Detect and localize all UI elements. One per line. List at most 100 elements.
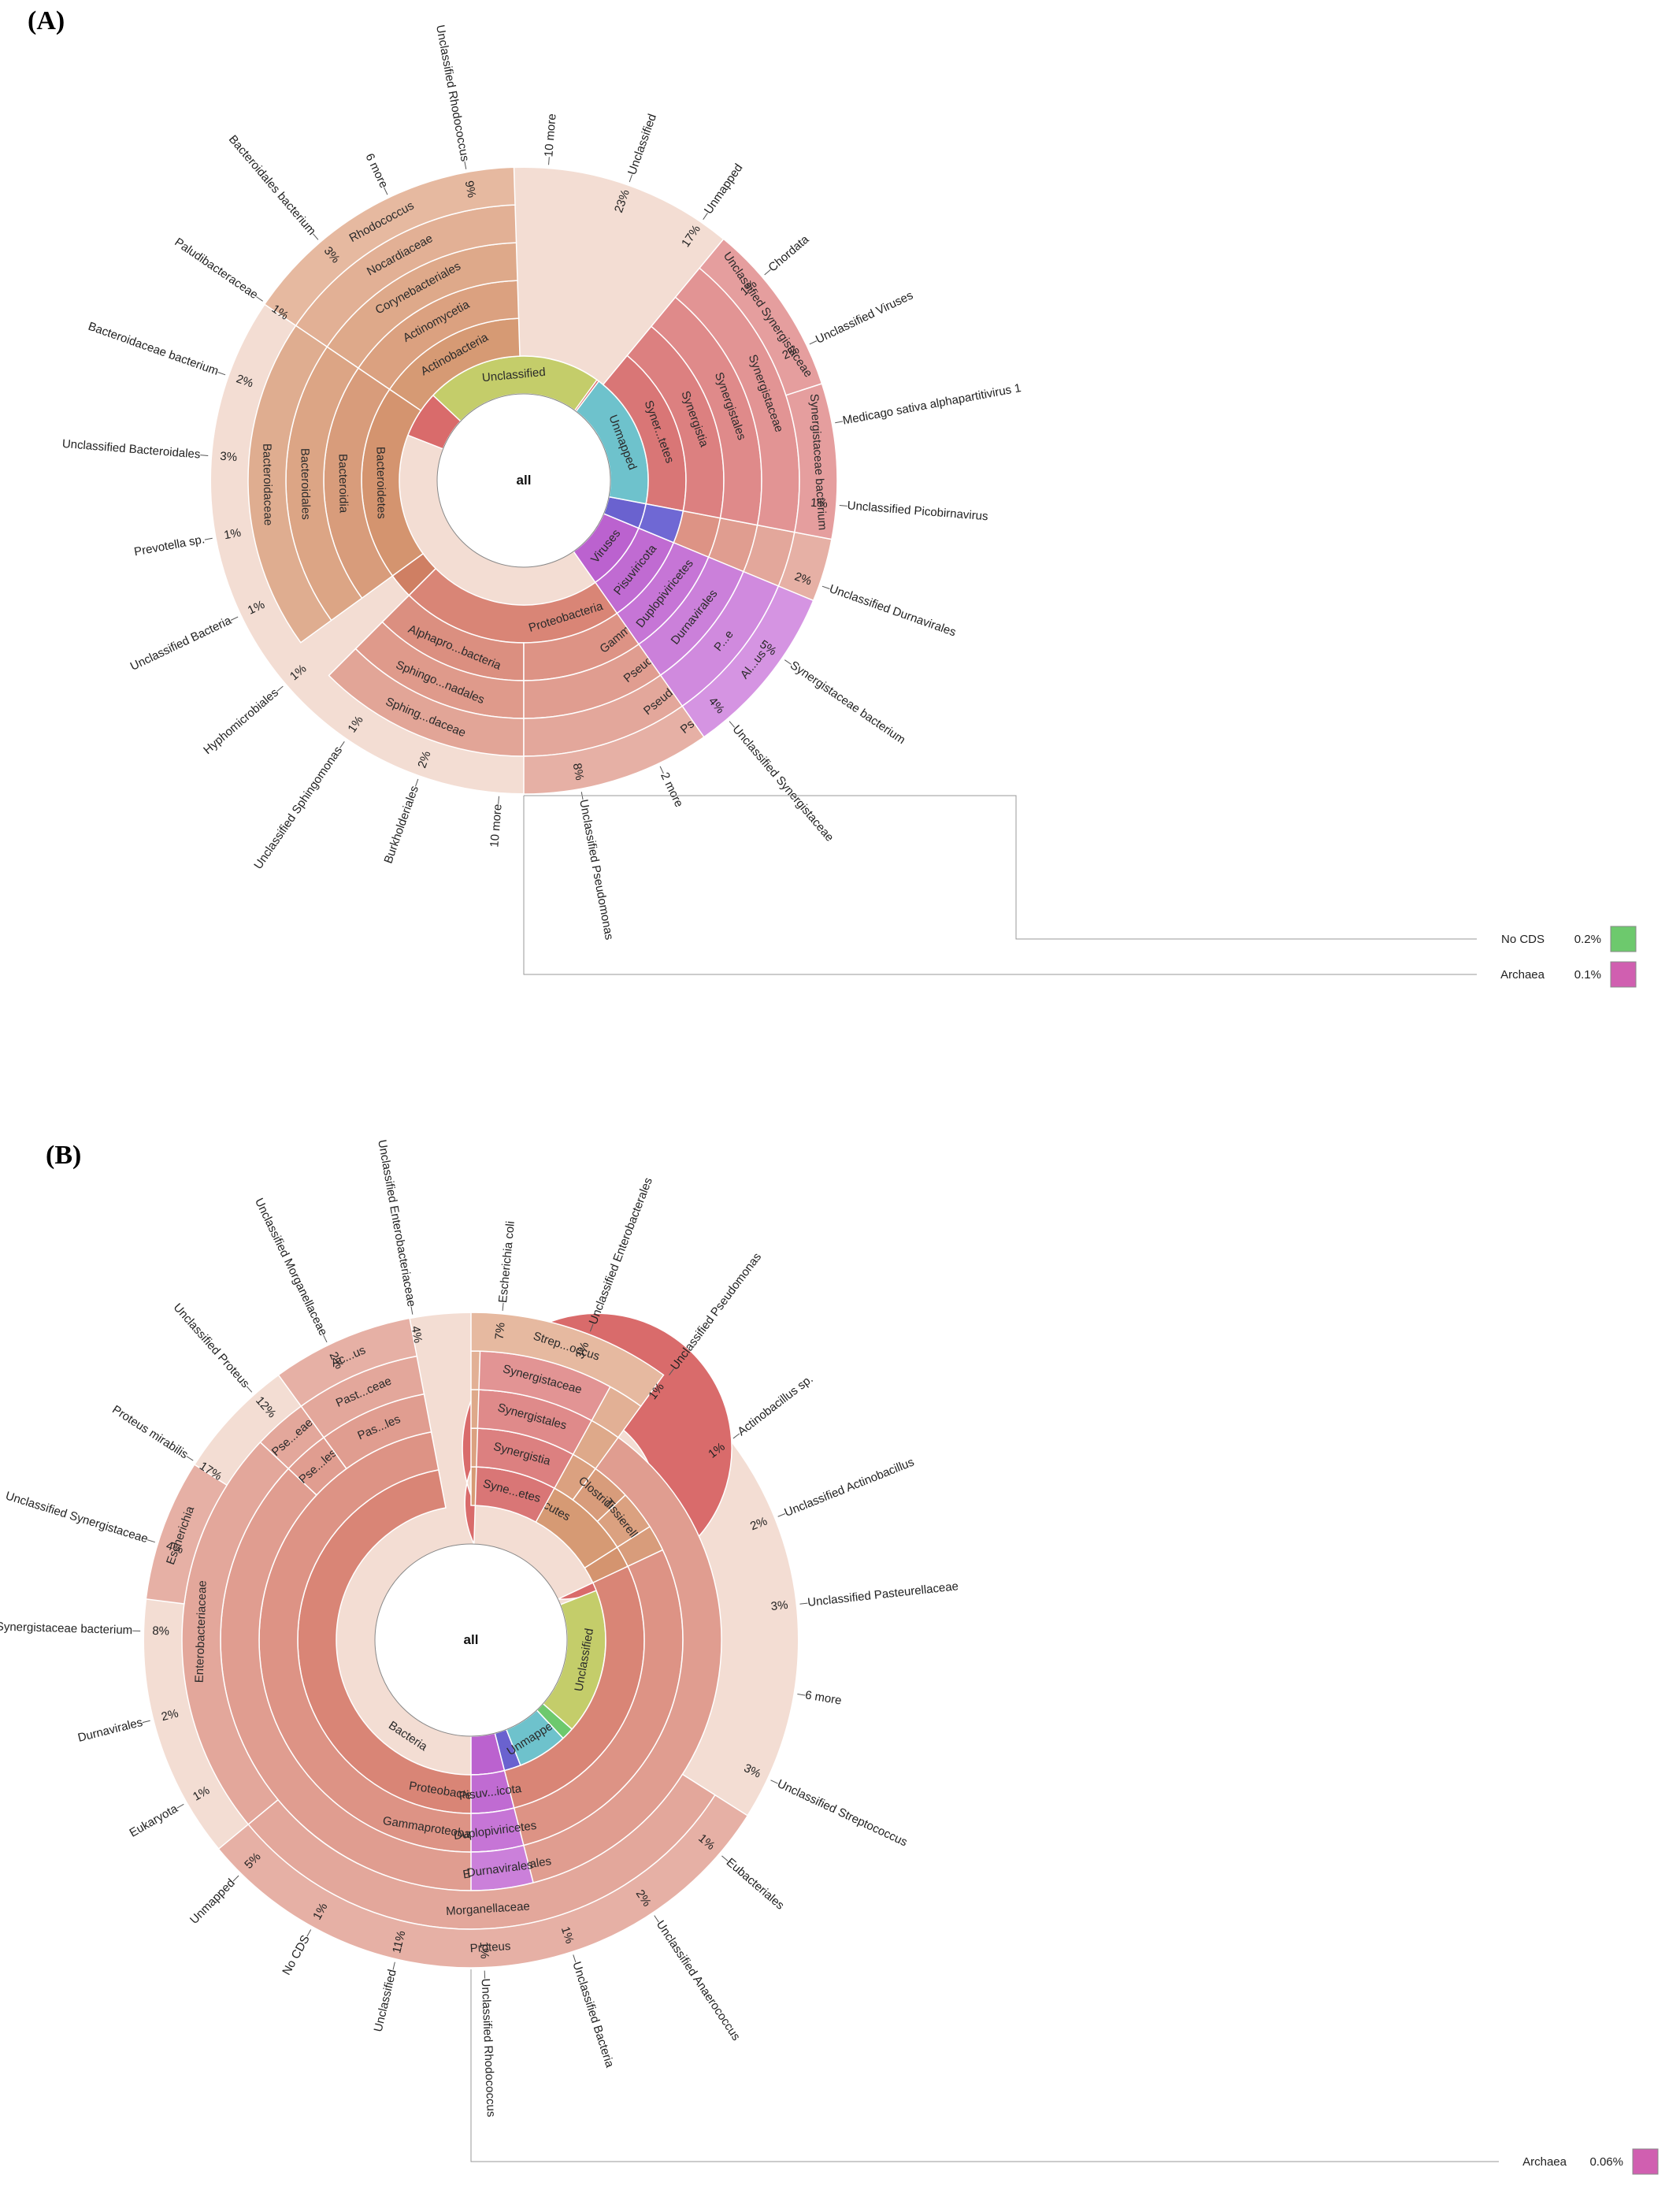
outer-label-tick xyxy=(799,1602,808,1605)
outer-label[interactable]: Hyphomicrobiales xyxy=(201,686,281,757)
outer-label-percent: 7% xyxy=(493,1322,508,1340)
outer-label-tick xyxy=(323,1334,328,1343)
outer-label[interactable]: Unclassified Morganellaceae xyxy=(252,1196,330,1338)
segment-label-bacteroidia: Bacteroidia xyxy=(336,454,350,514)
outer-label-tick xyxy=(729,721,735,728)
outer-label[interactable]: Unclassified Actinobacillus xyxy=(783,1455,917,1519)
outer-label-tick xyxy=(669,1368,674,1375)
outer-label-tick xyxy=(232,1875,239,1882)
outer-label[interactable]: Unclassified xyxy=(625,112,659,176)
panel-a-label: (A) xyxy=(28,6,65,35)
outer-label-tick xyxy=(721,1855,729,1861)
outer-label[interactable]: Escherichia coli xyxy=(496,1220,517,1303)
segment-sphing-daceae[interactable] xyxy=(328,648,525,757)
outer-label[interactable]: Unclassified Rhodococcus xyxy=(433,24,472,162)
outer-label[interactable]: Unclassified Picobirnavirus xyxy=(847,499,988,523)
outer-label-tick xyxy=(654,1915,659,1923)
outer-label[interactable]: 2 more xyxy=(658,770,685,809)
key-label: No CDS xyxy=(1501,933,1545,946)
outer-label[interactable]: Unclassified Synergistaceae xyxy=(730,722,836,844)
outer-label-percent: 2% xyxy=(748,1515,769,1534)
outer-label[interactable]: Unclassified Pasteurellaceae xyxy=(807,1579,959,1609)
outer-label[interactable]: No CDS xyxy=(280,1933,313,1977)
segment-al-us[interactable] xyxy=(681,585,814,738)
segment-ac-us[interactable] xyxy=(277,1317,418,1408)
outer-label-percent: 1% xyxy=(223,526,242,543)
outer-label[interactable]: 10 more xyxy=(488,804,504,848)
outer-label[interactable]: Bacteroidaceae bacterium xyxy=(87,320,221,378)
outer-label-tick xyxy=(797,1694,806,1696)
outer-label[interactable]: Unclassified Enterobacteriaceae xyxy=(375,1138,418,1308)
outer-label-tick xyxy=(384,187,388,195)
outer-label-percent: 2% xyxy=(235,372,255,390)
outer-label-tick xyxy=(246,1386,253,1393)
outer-label-percent: 9% xyxy=(462,180,479,199)
outer-label[interactable]: Eubacteriales xyxy=(724,1856,787,1913)
outer-label[interactable]: Actinobacillus sp. xyxy=(735,1372,815,1438)
outer-label[interactable]: Synergistaceae bacterium xyxy=(0,1620,132,1637)
outer-label[interactable]: Unclassified Pseudomonas xyxy=(577,798,616,941)
outer-label[interactable]: 6 more xyxy=(362,151,390,190)
outer-label-tick xyxy=(573,1954,577,1963)
outer-label[interactable]: Bacteroidales bacterium xyxy=(226,132,318,237)
outer-label-tick xyxy=(659,766,664,774)
outer-label-tick xyxy=(230,616,239,621)
outer-label[interactable]: Unmapped xyxy=(187,1876,238,1927)
outer-label[interactable]: Chordata xyxy=(766,232,811,274)
segment-synergistaceae-bacterium[interactable] xyxy=(784,383,838,540)
outer-label[interactable]: Eukaryota xyxy=(128,1802,181,1840)
outer-label-tick xyxy=(548,157,550,165)
outer-label[interactable]: Unclassified Bacteria xyxy=(128,614,234,674)
segment-proteus[interactable] xyxy=(217,1794,749,1969)
outer-label-tick xyxy=(777,1513,786,1517)
outer-label[interactable]: Unclassified Anaerococcus xyxy=(654,1918,743,2043)
outer-label[interactable]: Unclassified Bacteroidales xyxy=(61,437,201,462)
outer-label[interactable]: Durnavirales xyxy=(76,1716,144,1745)
outer-label[interactable]: Unclassified Durnavirales xyxy=(828,582,958,640)
segment-firmicutes[interactable] xyxy=(391,552,437,596)
outer-label-tick xyxy=(147,1539,155,1543)
outer-label[interactable]: Unclassified Enterobacterales xyxy=(587,1176,655,1327)
outer-label-percent: 1% xyxy=(477,1941,491,1958)
outer-label[interactable]: Synergistaceae bacterium xyxy=(788,659,908,747)
outer-label-tick xyxy=(809,340,818,345)
outer-label[interactable]: Unclassified Rhodococcus xyxy=(479,1978,498,2117)
outer-label[interactable]: Prevotella sp. xyxy=(133,533,206,559)
outer-label[interactable]: Unmapped xyxy=(702,161,746,217)
key-swatch-archaea[interactable] xyxy=(1632,2148,1659,2175)
outer-label-tick xyxy=(186,1456,194,1461)
outer-label[interactable]: Unclassified Proteus xyxy=(171,1301,252,1390)
outer-label-tick xyxy=(392,1961,395,1970)
outer-label[interactable]: Unclassified Streptococcus xyxy=(775,1777,909,1850)
outer-label-tick xyxy=(415,778,419,787)
outer-label[interactable]: Unclassified Viruses xyxy=(814,288,915,346)
krona-chart-a: BacteriaVirusesUnmappedUnclassifiedActin… xyxy=(61,24,1637,988)
outer-label-percent: 2% xyxy=(793,570,814,588)
outer-label[interactable]: Unclassified Bacteria xyxy=(569,1960,617,2069)
segment-escherichia[interactable] xyxy=(145,1464,228,1605)
key-swatch-archaea[interactable] xyxy=(1610,961,1637,988)
outer-label[interactable]: Burkholderiales xyxy=(381,784,421,865)
outer-label-tick xyxy=(256,296,263,302)
outer-label[interactable]: Paludibacteraceae xyxy=(172,236,261,302)
outer-label[interactable]: 10 more xyxy=(542,113,558,158)
outer-label[interactable]: Unclassified Sphingomonas xyxy=(251,744,345,871)
center-hole[interactable] xyxy=(374,1543,568,1737)
outer-label[interactable]: Medicago sativa alphapartitivirus 1 xyxy=(841,381,1022,428)
outer-label[interactable]: Proteus mirabilis xyxy=(109,1403,190,1461)
outer-label[interactable]: Unclassified xyxy=(372,1968,399,2033)
center-hole[interactable] xyxy=(436,393,611,568)
key-label: Archaea xyxy=(1522,2155,1567,2169)
segment-rhodococcus[interactable] xyxy=(263,166,516,327)
outer-label-percent: 1% xyxy=(810,496,828,511)
key-value: 0.1% xyxy=(1574,968,1601,982)
outer-label-percent: 1% xyxy=(558,1925,577,1946)
segment-label-bacteroidales: Bacteroidales xyxy=(298,448,312,520)
segment-strep-occus[interactable] xyxy=(470,1312,665,1408)
outer-label-tick xyxy=(835,421,844,424)
outer-label[interactable]: Unclassified Pseudomonas xyxy=(668,1250,764,1372)
key-swatch-no-cds[interactable] xyxy=(1610,926,1637,952)
outer-label[interactable]: Unclassified Synergistaceae xyxy=(4,1489,150,1546)
outer-label[interactable]: 6 more xyxy=(804,1688,843,1707)
